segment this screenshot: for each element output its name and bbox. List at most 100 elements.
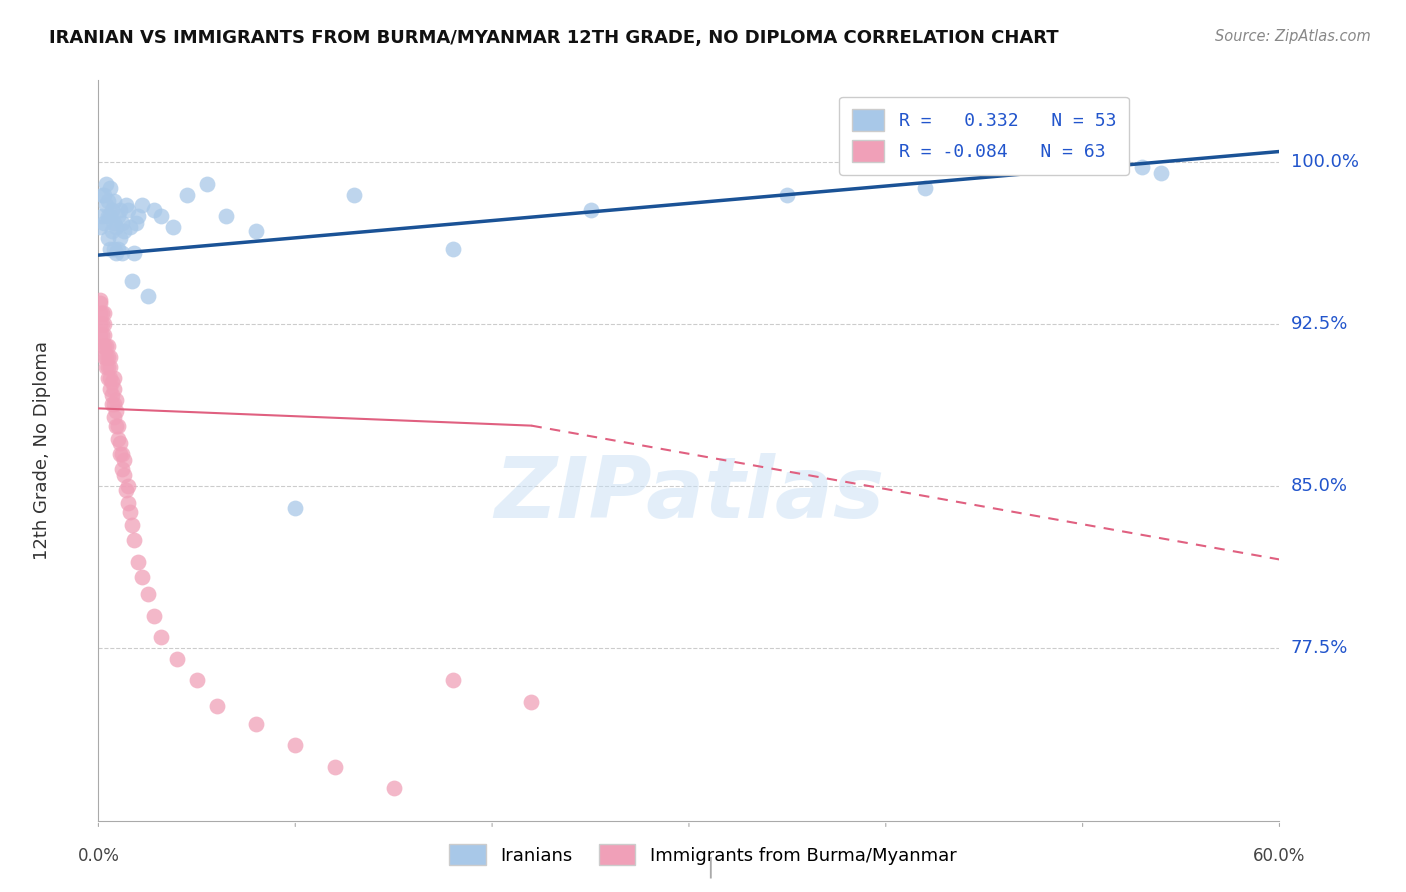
Point [195, 177, 218, 191]
Point [284, 738, 307, 752]
Point [96, 177, 118, 191]
Point [1130, 160, 1153, 174]
Point [108, 231, 131, 245]
Text: 0.0%: 0.0% [77, 847, 120, 864]
Point [97, 350, 120, 364]
Point [98, 382, 121, 396]
Point [97, 360, 120, 375]
Point [98, 350, 121, 364]
Point [91, 317, 114, 331]
Legend: Iranians, Immigrants from Burma/Myanmar: Iranians, Immigrants from Burma/Myanmar [441, 837, 965, 872]
Text: 100.0%: 100.0% [1291, 153, 1358, 171]
Point [97, 209, 120, 223]
Point [111, 462, 134, 476]
Point [107, 432, 129, 446]
Text: |: | [706, 856, 714, 878]
Point [121, 274, 143, 288]
Point [105, 403, 128, 417]
Point [93, 187, 115, 202]
Point [101, 388, 124, 402]
Point [97, 194, 120, 209]
Point [131, 570, 153, 584]
Point [162, 220, 184, 235]
Point [93, 328, 115, 343]
Point [98, 360, 121, 375]
Point [96, 198, 118, 212]
Text: 77.5%: 77.5% [1291, 639, 1348, 657]
Point [89, 317, 111, 331]
Point [112, 468, 135, 483]
Point [98, 242, 121, 256]
Point [115, 198, 138, 212]
Point [323, 760, 346, 774]
Point [111, 246, 134, 260]
Point [89, 306, 111, 320]
Point [101, 397, 124, 411]
Point [93, 216, 115, 230]
Point [98, 209, 121, 223]
Point [245, 224, 267, 238]
Point [136, 587, 159, 601]
Point [117, 496, 139, 510]
Point [579, 202, 602, 217]
Point [108, 202, 131, 217]
Point [103, 397, 125, 411]
Point [186, 673, 208, 688]
Point [176, 187, 198, 202]
Point [91, 306, 114, 320]
Point [441, 242, 464, 256]
Point [103, 371, 125, 385]
Point [127, 209, 149, 223]
Point [343, 187, 366, 202]
Point [91, 328, 114, 343]
Point [1032, 155, 1054, 169]
Point [97, 371, 120, 385]
Point [89, 295, 111, 310]
Point [1111, 155, 1133, 169]
Point [105, 418, 128, 433]
Point [150, 630, 173, 644]
Point [101, 202, 124, 217]
Text: ZIPatlas: ZIPatlas [494, 453, 884, 536]
Point [93, 317, 115, 331]
Point [382, 781, 405, 796]
Point [105, 246, 128, 260]
Point [131, 198, 153, 212]
Point [107, 418, 129, 433]
Point [105, 220, 128, 235]
Point [91, 339, 114, 353]
Point [245, 716, 267, 731]
Point [520, 695, 543, 709]
Point [96, 350, 118, 364]
Point [103, 382, 125, 396]
Point [115, 483, 138, 498]
Point [150, 209, 173, 223]
Text: 85.0%: 85.0% [1291, 477, 1347, 495]
Point [93, 350, 115, 364]
Point [125, 216, 148, 230]
Point [96, 360, 118, 375]
Text: 60.0%: 60.0% [1253, 847, 1306, 864]
Point [776, 187, 799, 202]
Point [142, 202, 165, 217]
Point [914, 181, 936, 195]
Point [89, 293, 111, 308]
Point [105, 392, 128, 407]
Legend: R =   0.332   N = 53, R = -0.084   N = 63: R = 0.332 N = 53, R = -0.084 N = 63 [839, 96, 1129, 175]
Point [111, 216, 134, 230]
Text: IRANIAN VS IMMIGRANTS FROM BURMA/MYANMAR 12TH GRADE, NO DIPLOMA CORRELATION CHAR: IRANIAN VS IMMIGRANTS FROM BURMA/MYANMAR… [49, 29, 1059, 46]
Point [91, 209, 114, 223]
Point [97, 231, 120, 245]
Point [91, 187, 114, 202]
Point [96, 339, 118, 353]
Point [89, 328, 111, 343]
Point [121, 517, 143, 532]
Text: Source: ZipAtlas.com: Source: ZipAtlas.com [1215, 29, 1371, 44]
Point [112, 453, 135, 467]
Point [103, 216, 125, 230]
Point [101, 224, 124, 238]
Point [136, 289, 159, 303]
Point [1150, 166, 1173, 180]
Point [111, 447, 134, 461]
Point [103, 409, 125, 424]
